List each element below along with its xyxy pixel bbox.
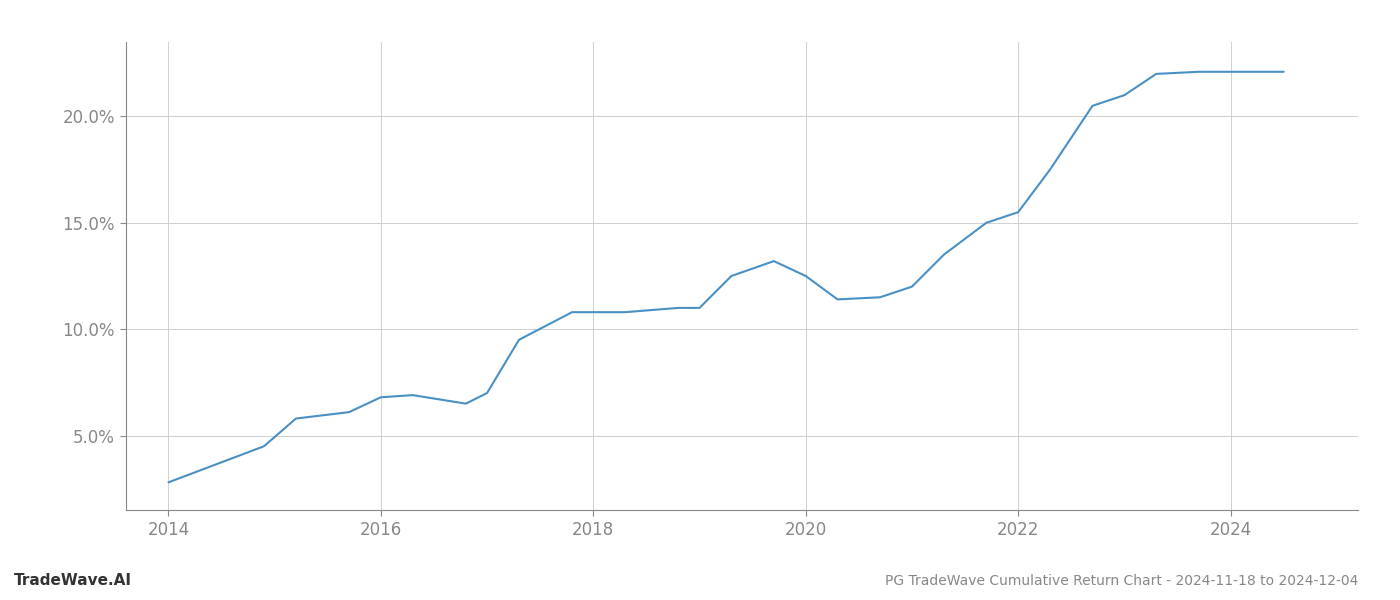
Text: PG TradeWave Cumulative Return Chart - 2024-11-18 to 2024-12-04: PG TradeWave Cumulative Return Chart - 2… bbox=[885, 574, 1358, 588]
Text: TradeWave.AI: TradeWave.AI bbox=[14, 573, 132, 588]
